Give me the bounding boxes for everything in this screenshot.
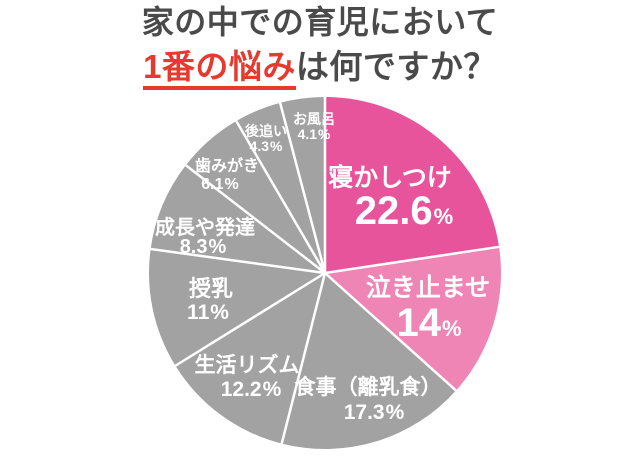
- slice-label-name-7: 後追い: [245, 123, 287, 139]
- slice-label-value-0: 22.6%: [355, 189, 453, 233]
- slice-divider-2: [324, 272, 457, 392]
- slice-label-name-8: お風呂: [293, 111, 335, 127]
- pie-slice-1: [325, 246, 502, 391]
- slice-label-name-0: 寝かしつけ: [328, 163, 452, 192]
- pie-slice-0: [325, 97, 500, 273]
- pie-slice-7: [236, 102, 325, 273]
- pie-slice-4: [148, 249, 325, 366]
- slice-label-name-5: 成長や発達: [155, 215, 255, 239]
- slice-label-value-7: 4.3%: [250, 138, 283, 154]
- slice-divider-5: [150, 247, 326, 275]
- slice-label-value-6: 6.1%: [201, 176, 238, 193]
- slice-divider-7: [235, 120, 327, 274]
- title-question-text: は何ですか？: [295, 47, 497, 85]
- pie-slice-2: [281, 273, 457, 450]
- slice-label-value-1: 14%: [396, 301, 461, 345]
- slice-label-value-4: 11%: [187, 301, 229, 324]
- slice-label-name-2: 食事（離乳食）: [295, 375, 442, 399]
- slice-label-name-1: 泣き止ませ: [366, 273, 490, 302]
- slice-label-name-6: 歯みがき: [195, 156, 259, 175]
- slice-label-name-3: 生活リズム: [195, 353, 300, 377]
- slice-label-value-8: 4.1%: [298, 126, 331, 142]
- title-line-1: 家の中での育児において: [141, 4, 499, 40]
- chart-title: 家の中での育児において 1番の悩みは何ですか？: [0, 2, 640, 90]
- slice-divider-8: [278, 102, 327, 274]
- pie-slice-5: [150, 165, 325, 273]
- slice-label-value-5: 8.3%: [180, 236, 227, 258]
- title-line-2: 1番の悩みは何ですか？: [0, 46, 640, 90]
- slice-divider-1: [324, 245, 500, 275]
- slice-label-value-3: 12.2%: [221, 378, 282, 401]
- pie-slice-6: [185, 121, 325, 273]
- title-highlight-underlined: 1番の悩み: [143, 47, 296, 90]
- slice-divider-6: [185, 164, 326, 274]
- slice-divider-4: [174, 271, 326, 367]
- slice-label-name-4: 授乳: [189, 276, 233, 301]
- slice-divider-3: [280, 272, 327, 444]
- pie-slice-3: [175, 273, 325, 444]
- slice-label-value-2: 17.3%: [344, 401, 405, 424]
